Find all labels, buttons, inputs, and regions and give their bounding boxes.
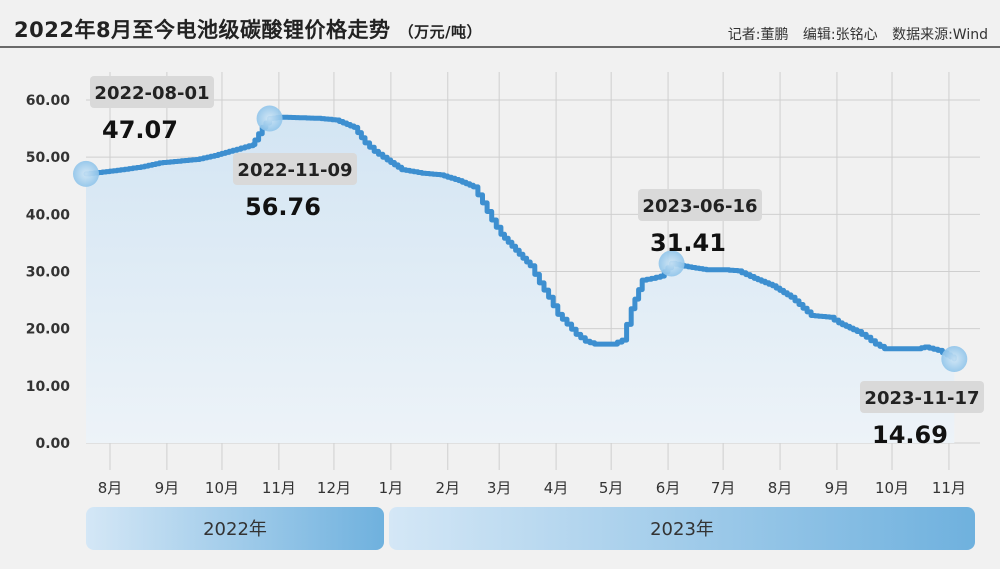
callout-value-label: 56.76 [245, 193, 321, 221]
highlight-dot [256, 105, 283, 132]
callout-value-label: 31.41 [650, 229, 726, 257]
y-tick-label: 30.00 [26, 265, 71, 281]
x-tick-label: 8月 [98, 479, 123, 497]
highlight-dot [941, 346, 968, 373]
callout-date-box [638, 189, 762, 221]
x-tick-label: 7月 [711, 479, 736, 497]
y-tick-label: 20.00 [26, 322, 71, 338]
x-tick-label: 10月 [205, 479, 239, 497]
callout-date-box [233, 153, 357, 185]
price-area [86, 117, 955, 443]
year-band-label: 2022年 [203, 519, 267, 540]
x-tick-label: 9月 [155, 479, 180, 497]
callout-date-label: 2023-11-17 [864, 388, 979, 409]
highlight-dot [658, 250, 685, 277]
source-credit: 数据来源:Wind [892, 27, 988, 43]
x-tick-label: 12月 [317, 479, 351, 497]
chart-title-text: 2022年8月至今电池级碳酸锂价格走势 [14, 18, 391, 42]
year-band-label: 2023年 [650, 519, 714, 540]
y-tick-label: 60.00 [26, 93, 71, 109]
y-tick-label: 10.00 [26, 379, 71, 395]
x-tick-label: 4月 [544, 479, 569, 497]
x-tick-label: 8月 [768, 479, 793, 497]
x-tick-label: 10月 [875, 479, 909, 497]
y-tick-label: 0.00 [35, 436, 70, 452]
callout-value-label: 47.07 [102, 116, 178, 144]
price-line [83, 114, 957, 362]
reporter-credit: 记者:董鹏 [727, 27, 789, 43]
chart-unit: （万元/吨） [398, 23, 483, 41]
callout-date-box [860, 381, 984, 413]
x-tick-label: 11月 [932, 479, 966, 497]
editor-credit: 编辑:张铭心 [802, 27, 878, 43]
header-divider [0, 46, 1000, 48]
y-tick-label: 40.00 [26, 207, 71, 223]
x-tick-label: 6月 [656, 479, 681, 497]
chart-credits: 记者:董鹏 编辑:张铭心 数据来源:Wind [718, 24, 988, 44]
x-tick-label: 11月 [262, 479, 296, 497]
x-tick-label: 9月 [825, 479, 850, 497]
x-tick-label: 5月 [599, 479, 624, 497]
callout-date-label: 2023-06-16 [642, 196, 757, 217]
callout-date-label: 2022-08-01 [94, 83, 209, 104]
callout-value-label: 14.69 [872, 421, 948, 449]
chart-title: 2022年8月至今电池级碳酸锂价格走势 （万元/吨） [14, 14, 482, 44]
year-band [86, 507, 384, 550]
callout-date-box [90, 76, 214, 108]
highlight-dot [73, 160, 99, 187]
callout-date-label: 2022-11-09 [237, 160, 352, 181]
x-tick-label: 1月 [379, 479, 404, 497]
x-tick-label: 2月 [436, 479, 461, 497]
x-tick-label: 3月 [487, 479, 512, 497]
year-band [389, 507, 975, 550]
y-tick-label: 50.00 [26, 150, 71, 166]
